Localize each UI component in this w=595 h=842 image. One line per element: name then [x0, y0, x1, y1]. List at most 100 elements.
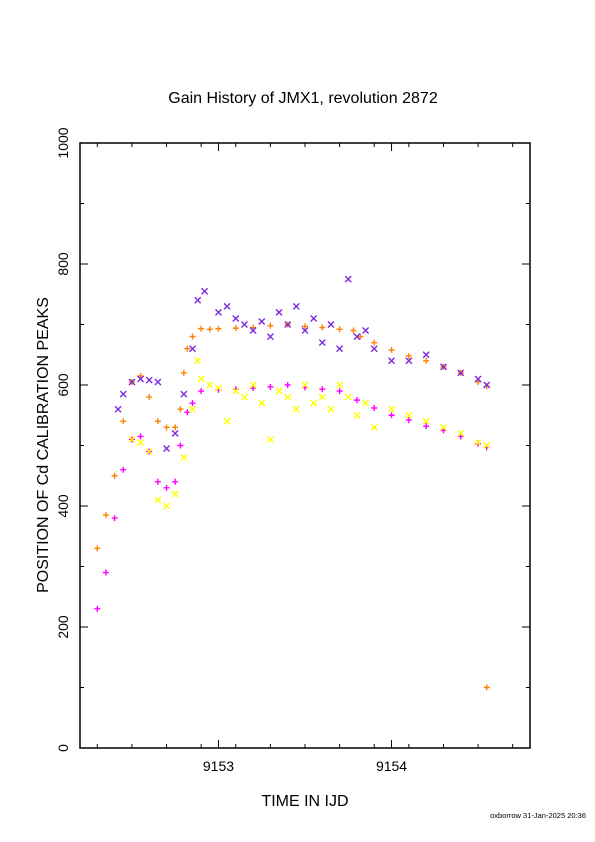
data-point	[240, 321, 248, 328]
data-point	[405, 417, 412, 424]
data-point	[350, 327, 357, 334]
data-point	[249, 381, 257, 389]
data-point	[120, 466, 127, 473]
data-point	[189, 345, 196, 353]
data-point	[266, 333, 274, 341]
data-point	[163, 484, 170, 491]
data-point	[189, 333, 196, 340]
data-point	[344, 393, 352, 401]
data-point	[302, 323, 308, 330]
data-point	[292, 302, 300, 310]
data-point	[423, 357, 430, 364]
data-point	[284, 382, 291, 388]
data-point	[163, 445, 171, 453]
data-point	[483, 381, 491, 389]
data-point	[189, 405, 196, 413]
data-point	[319, 386, 326, 393]
data-point	[405, 411, 413, 419]
footer-stamp: oxborrow 31-Jan-2025 20:36	[490, 811, 586, 820]
data-point	[301, 327, 309, 335]
data-point	[318, 393, 326, 401]
data-point	[319, 324, 326, 331]
data-point	[154, 478, 161, 485]
data-point	[154, 378, 162, 386]
data-point	[137, 433, 144, 440]
data-point	[128, 435, 136, 443]
data-point	[439, 423, 447, 431]
data-point	[474, 375, 482, 383]
data-point	[128, 378, 136, 386]
data-point	[388, 405, 396, 413]
data-point	[318, 339, 326, 347]
data-point	[344, 275, 352, 283]
data-point	[171, 490, 179, 498]
axis-ticks	[80, 142, 530, 749]
data-point	[353, 333, 361, 341]
data-point	[180, 390, 188, 398]
data-point	[371, 339, 378, 346]
data-point	[189, 400, 196, 407]
data-point	[405, 352, 412, 359]
data-point	[275, 387, 283, 395]
data-point	[232, 325, 239, 332]
data-point	[370, 345, 378, 353]
data-point	[146, 394, 153, 401]
data-point	[475, 378, 482, 385]
data-point	[267, 322, 274, 329]
data-point	[119, 390, 127, 398]
data-point	[439, 363, 447, 371]
data-point	[180, 454, 188, 462]
x-tick-label: 9154	[376, 758, 407, 774]
data-point	[163, 424, 170, 431]
data-point	[137, 372, 144, 379]
data-point	[310, 314, 318, 322]
y-tick-labels: 0 200 400 600 800 1000	[55, 127, 71, 752]
data-point	[194, 357, 202, 365]
series-2	[94, 382, 490, 612]
data-point	[223, 302, 231, 310]
data-point	[474, 438, 482, 446]
data-point	[137, 438, 145, 446]
data-point	[137, 375, 145, 383]
data-point	[120, 418, 127, 425]
data-point	[327, 405, 335, 413]
data-point	[240, 393, 248, 401]
data-point	[214, 384, 222, 392]
data-point	[457, 433, 464, 440]
data-point	[249, 327, 257, 335]
data-point	[214, 308, 222, 316]
data-point	[232, 387, 240, 395]
data-series	[94, 275, 491, 691]
data-point	[145, 448, 153, 456]
data-point	[483, 442, 491, 449]
data-point	[250, 385, 257, 392]
data-point	[362, 399, 370, 407]
data-point	[336, 345, 344, 353]
x-tick-label: 9153	[203, 758, 234, 774]
data-point	[301, 381, 309, 389]
y-tick-label: 600	[55, 373, 71, 397]
y-tick-label: 0	[55, 744, 71, 752]
data-point	[184, 409, 191, 416]
series-4	[128, 357, 491, 510]
data-point	[266, 435, 274, 443]
data-point	[357, 333, 364, 340]
y-tick-label: 400	[55, 494, 71, 518]
data-point	[198, 388, 205, 395]
data-point	[267, 383, 274, 390]
data-point	[206, 326, 213, 333]
y-tick-label: 800	[55, 252, 71, 276]
data-point	[206, 381, 214, 389]
data-point	[292, 405, 300, 413]
data-point	[336, 388, 343, 395]
data-point	[94, 605, 101, 612]
data-point	[94, 545, 101, 552]
data-point	[194, 296, 202, 304]
chart-title: Gain History of JMX1, revolution 2872	[168, 90, 438, 107]
data-point	[336, 326, 343, 333]
data-point	[353, 411, 361, 419]
data-point	[422, 351, 430, 359]
data-point	[388, 346, 395, 353]
x-axis-label: TIME IN IJD	[261, 793, 348, 810]
data-point	[102, 512, 109, 519]
